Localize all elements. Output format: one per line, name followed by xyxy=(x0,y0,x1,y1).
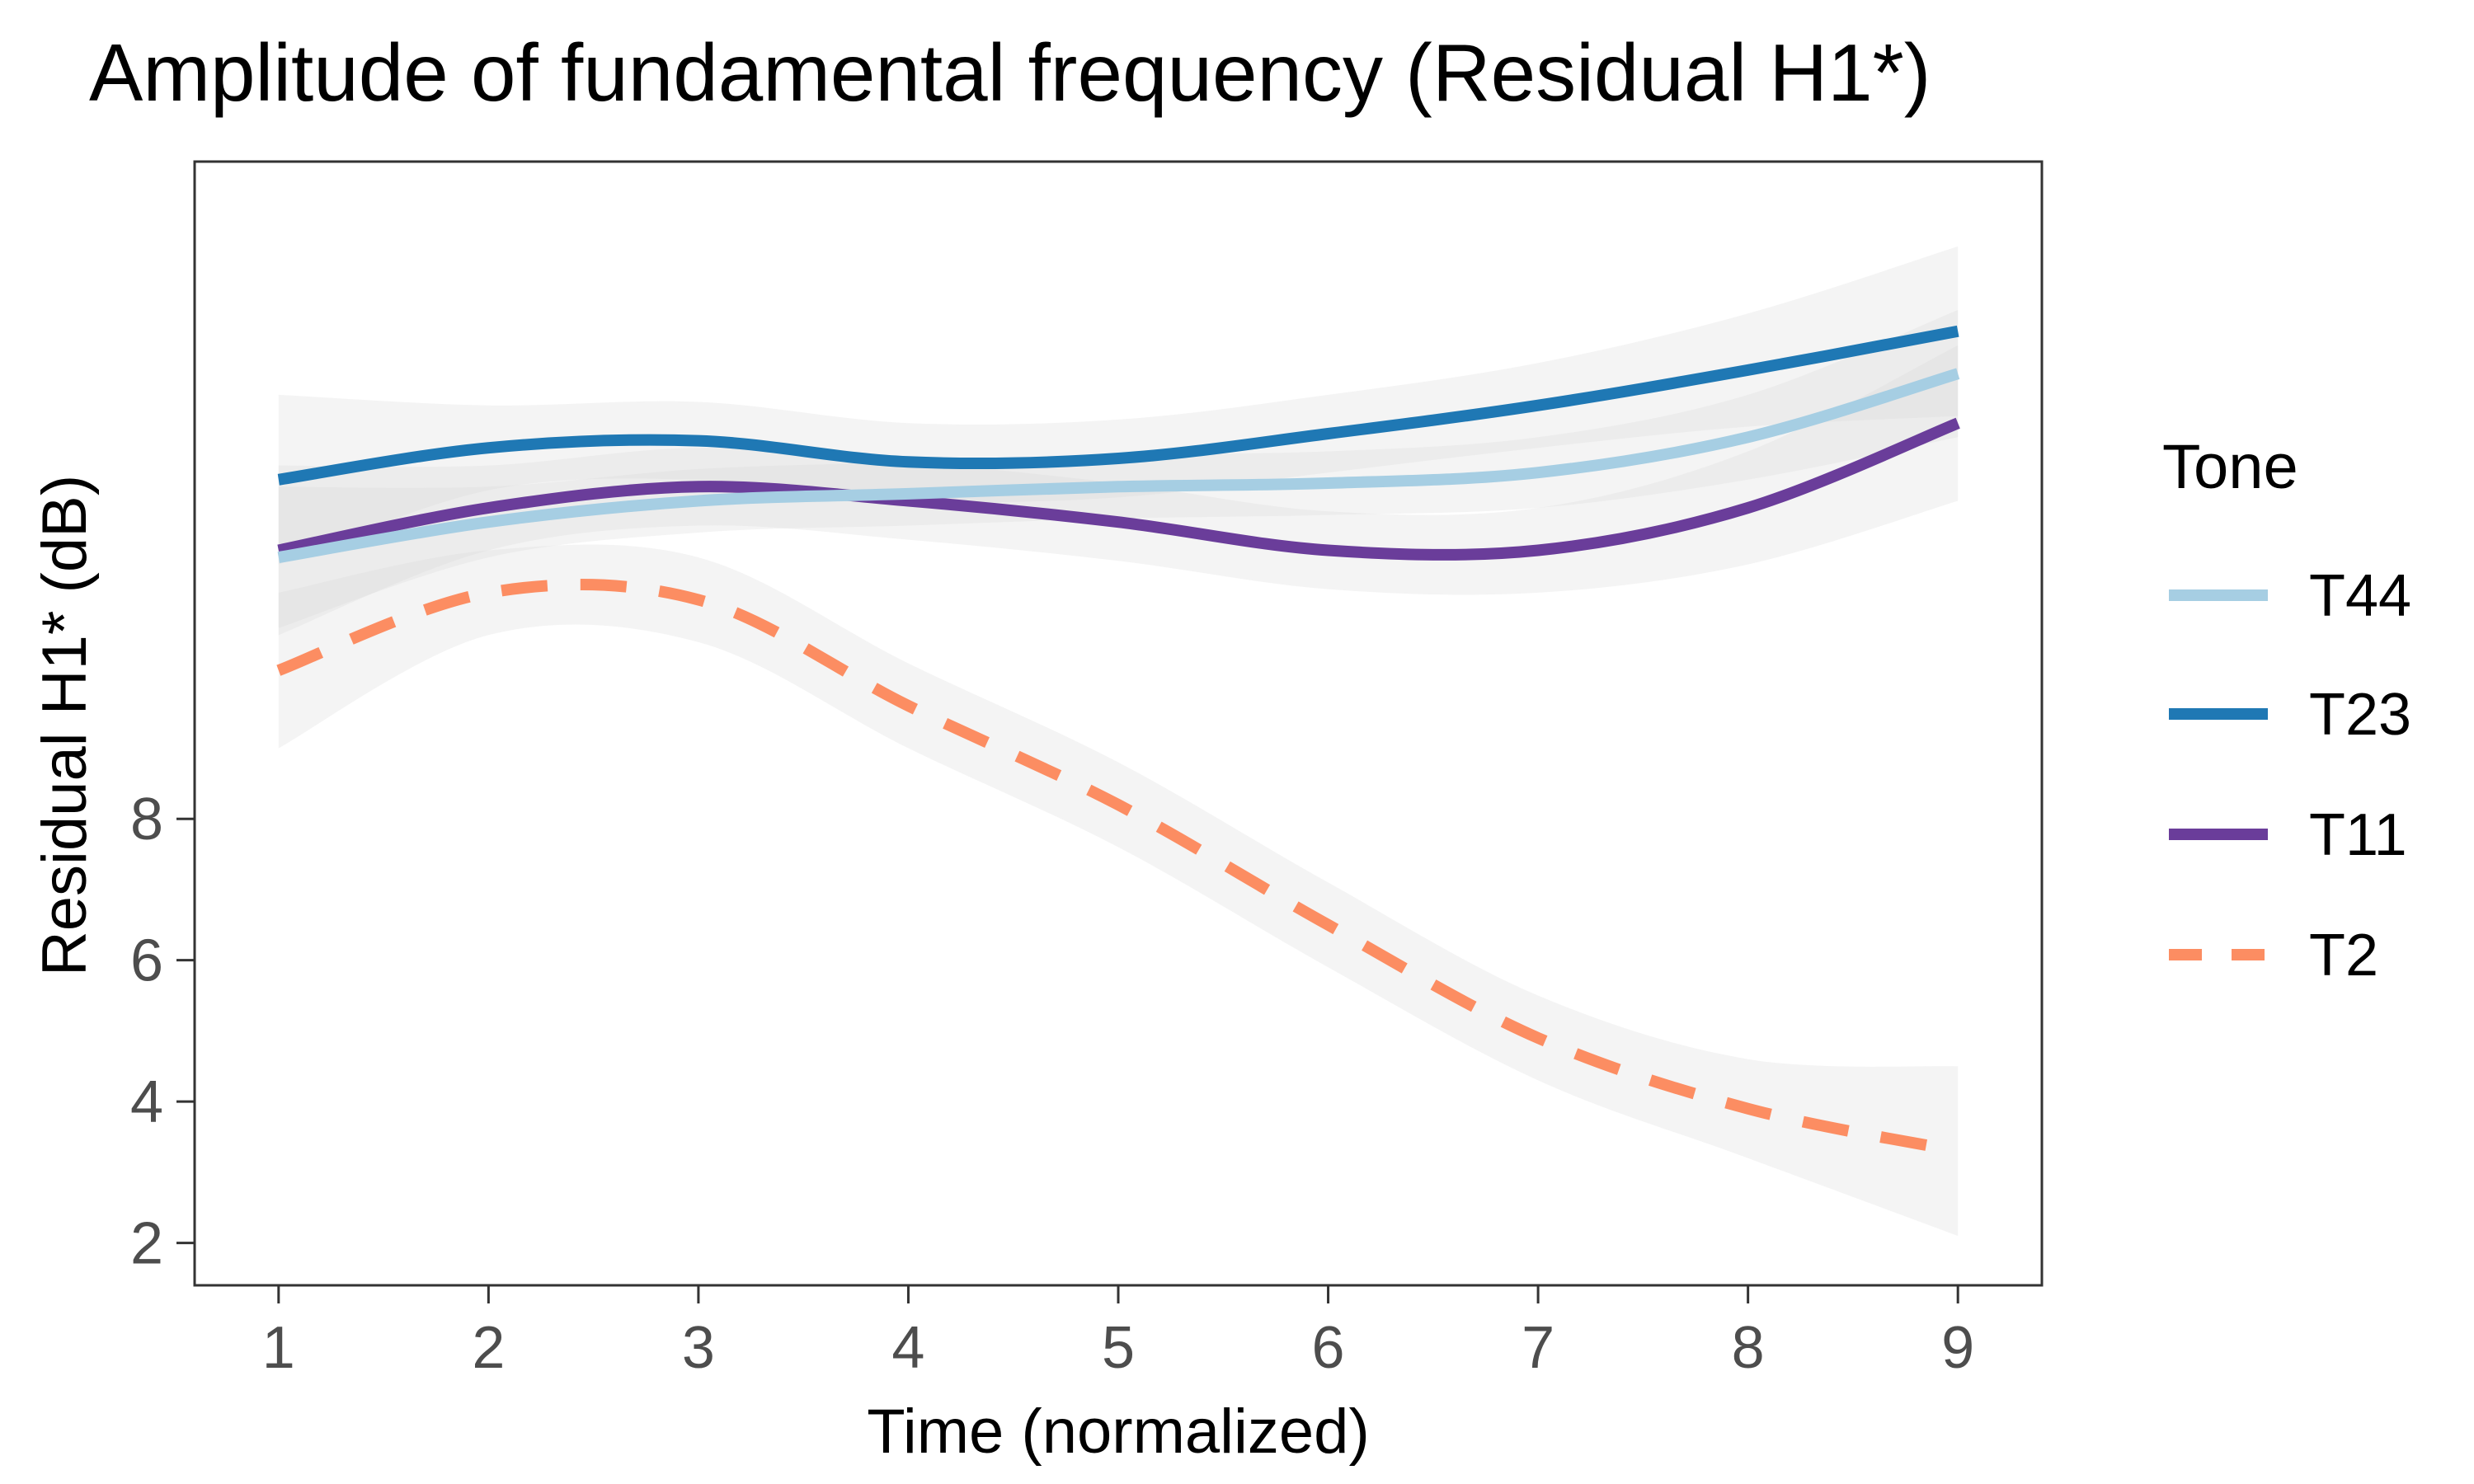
legend-label-t2: T2 xyxy=(2309,923,2378,989)
y-axis: 2 4 6 8 xyxy=(130,787,195,1277)
y-tick-label: 2 xyxy=(130,1211,163,1277)
series-line-t44 xyxy=(277,368,1960,564)
confidence-band-t2 xyxy=(278,544,1959,1236)
legend-title: Tone xyxy=(2162,432,2298,502)
confidence-band-t23 xyxy=(278,246,1959,565)
confidence-band-t44 xyxy=(278,310,1959,628)
y-tick-label: 6 xyxy=(130,928,163,994)
x-tick-label: 8 xyxy=(1732,1315,1765,1381)
series-line-t23 xyxy=(277,325,1959,486)
x-tick-label: 3 xyxy=(682,1315,715,1381)
x-tick-label: 1 xyxy=(262,1315,295,1381)
x-tick-label: 2 xyxy=(472,1315,505,1381)
y-tick-label: 4 xyxy=(130,1069,163,1135)
x-tick-label: 7 xyxy=(1522,1315,1554,1381)
x-axis-title: Time (normalized) xyxy=(867,1397,1370,1467)
legend-label-t44: T44 xyxy=(2309,563,2411,629)
series-line-t2 xyxy=(276,579,1959,1157)
y-tick-label: 8 xyxy=(130,787,163,852)
confidence-bands xyxy=(278,246,1959,1236)
y-axis-title: Residual H1* (dB) xyxy=(30,475,100,976)
x-tick-label: 9 xyxy=(1941,1315,1974,1381)
x-tick-label: 6 xyxy=(1312,1315,1345,1381)
legend-label-t11: T11 xyxy=(2309,802,2407,868)
chart-title: Amplitude of fundamental frequency (Resi… xyxy=(89,27,1931,118)
x-tick-label: 5 xyxy=(1102,1315,1135,1381)
x-tick-label: 4 xyxy=(891,1315,924,1381)
legend: Tone T44 T23 T11 T2 xyxy=(2162,432,2411,989)
x-axis: 1 2 3 4 5 6 7 8 9 xyxy=(262,1285,1974,1381)
legend-label-t23: T23 xyxy=(2309,682,2411,748)
series-lines xyxy=(276,325,1960,1157)
series-line-t11 xyxy=(277,417,1960,561)
